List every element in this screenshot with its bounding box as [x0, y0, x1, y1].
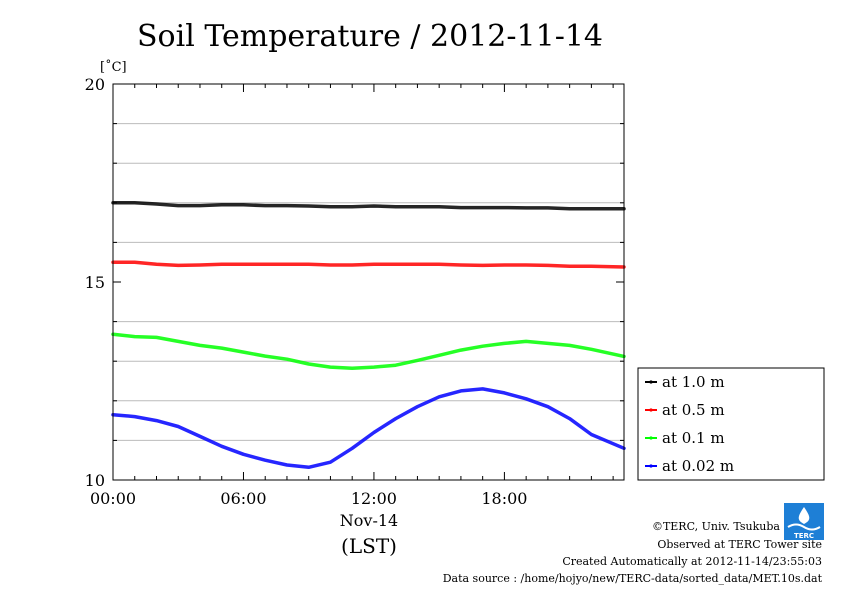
water-drop-icon — [798, 507, 810, 524]
y-tick-label: 10 — [85, 471, 105, 490]
y-tick-label: 20 — [85, 75, 105, 94]
legend-box — [637, 367, 825, 481]
x-sublabel: Nov-14 — [340, 511, 398, 530]
series-line-3 — [111, 332, 626, 371]
wave-icon — [787, 523, 821, 531]
x-axis: 00:00 06:00 12:00 18:00 — [90, 84, 614, 508]
legend-label: at 1.0 m — [662, 373, 725, 391]
legend-label: at 0.1 m — [662, 429, 725, 447]
grid-lines — [113, 123, 624, 441]
footer-source: Data source : /home/hojyo/new/TERC-data/… — [443, 572, 823, 585]
series-line-4 — [111, 387, 626, 470]
footer-copyright: ©TERC, Univ. Tsukuba — [652, 520, 780, 533]
x-axis-label: (LST) — [341, 534, 397, 558]
footer-observed: Observed at TERC Tower site — [657, 538, 822, 551]
legend-marker — [649, 380, 653, 384]
legend-marker — [649, 464, 653, 468]
legend-marker — [649, 436, 653, 440]
x-tick-label: 00:00 — [90, 489, 136, 508]
legend-label: at 0.02 m — [662, 457, 734, 475]
logo-text: TERC — [794, 532, 814, 540]
plot-area-frame — [112, 83, 625, 481]
y-unit-label: [˚C] — [100, 59, 127, 75]
terc-logo: TERC — [784, 503, 824, 540]
legend: at 1.0 m at 0.5 m at 0.1 m at 0.02 m — [637, 367, 825, 481]
legend-marker — [649, 408, 653, 412]
x-tick-label: 18:00 — [481, 489, 527, 508]
chart-title: Soil Temperature / 2012-11-14 — [137, 19, 603, 54]
x-tick-label: 06:00 — [220, 489, 266, 508]
footer-created: Created Automatically at 2012-11-14/23:5… — [562, 555, 822, 568]
series-lines — [111, 201, 626, 470]
y-tick-label: 15 — [85, 273, 105, 292]
series-line-2 — [111, 260, 626, 269]
x-tick-label: 12:00 — [351, 489, 397, 508]
legend-label: at 0.5 m — [662, 401, 725, 419]
series-line-1 — [111, 201, 626, 211]
y-axis: 10 15 20 — [85, 75, 624, 490]
